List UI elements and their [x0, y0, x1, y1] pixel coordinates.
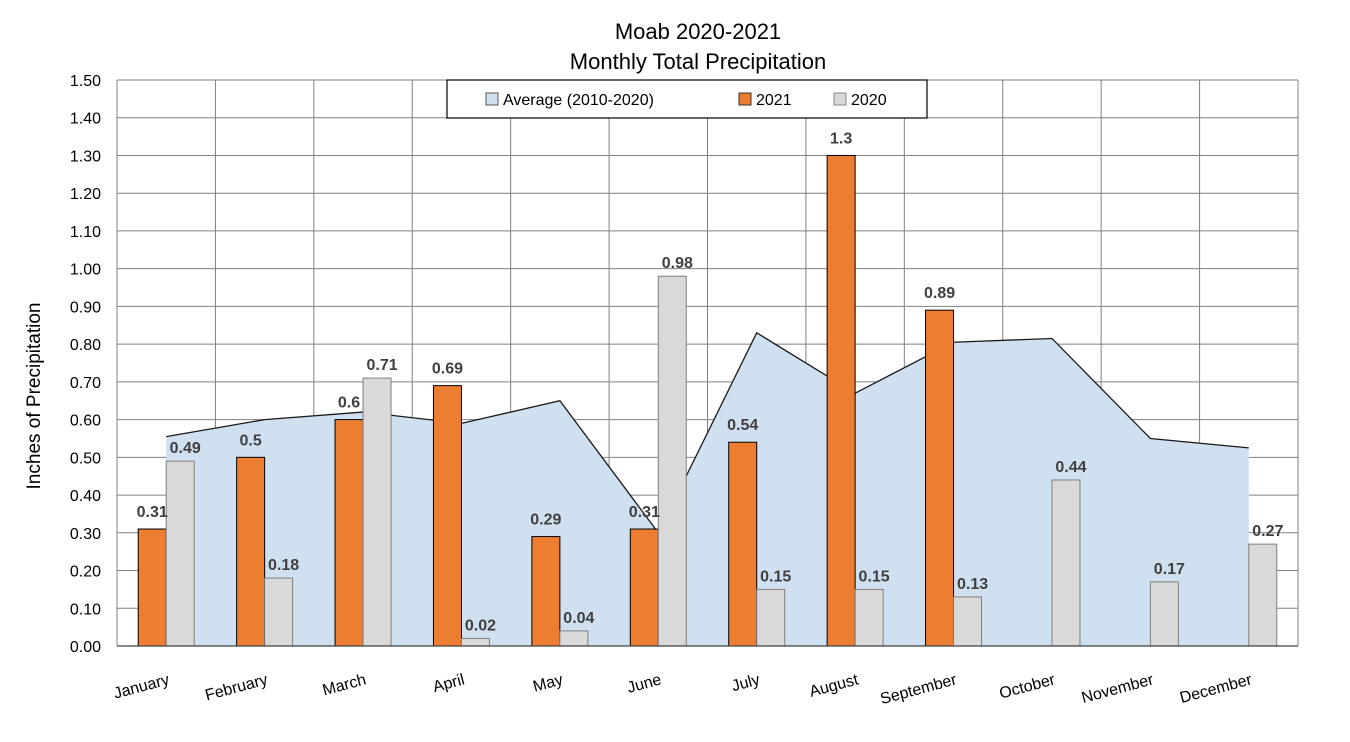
data-label-2020: 0.17	[1154, 561, 1185, 578]
data-label-2021: 0.31	[629, 504, 660, 521]
x-tick-label: January	[112, 671, 171, 702]
y-tick-label: 1.20	[70, 186, 101, 203]
bar-2021	[531, 536, 561, 647]
bar-2020	[165, 460, 195, 647]
legend-label-2021: 2021	[756, 92, 792, 109]
data-label-2020: 0.13	[957, 576, 988, 593]
data-label-2020: 0.44	[1055, 459, 1086, 476]
bar-2020	[756, 588, 786, 647]
y-tick-label: 0.00	[70, 639, 101, 656]
data-label-2021: 0.6	[338, 395, 360, 412]
y-tick-label: 1.10	[70, 224, 101, 241]
y-tick-label: 0.90	[70, 299, 101, 316]
x-tick-label: November	[1080, 671, 1156, 707]
x-tick-label: March	[321, 671, 368, 699]
bar-2021	[334, 419, 364, 647]
bar-2020	[854, 588, 884, 647]
y-tick-label: 0.30	[70, 526, 101, 543]
bar-2021	[728, 441, 758, 647]
y-tick-label: 0.50	[70, 450, 101, 467]
average-area-line	[166, 331, 1249, 535]
data-label-2021: 0.54	[727, 417, 758, 434]
y-tick-label: 1.50	[70, 73, 101, 90]
bar-2020	[460, 637, 490, 647]
x-tick-label: December	[1178, 671, 1254, 707]
y-tick-label: 1.00	[70, 262, 101, 279]
chart-subtitle: Monthly Total Precipitation	[570, 49, 826, 74]
y-axis-label: Inches of Precipitation	[24, 303, 45, 490]
bar-2021	[925, 309, 955, 647]
data-label-2020: 0.18	[268, 557, 299, 574]
x-tick-label: July	[730, 671, 762, 695]
legend-box	[446, 79, 928, 119]
data-label-2020: 0.02	[465, 617, 496, 634]
legend-swatch-2020	[833, 92, 847, 106]
y-tick-label: 0.20	[70, 564, 101, 581]
bar-2021	[629, 528, 659, 647]
bar-2020	[264, 577, 294, 647]
bar-layer	[137, 154, 1278, 647]
y-tick-label: 0.40	[70, 488, 101, 505]
legend-swatch-average	[485, 92, 499, 106]
x-tick-label: May	[531, 671, 565, 695]
x-tick-label: April	[431, 671, 466, 696]
data-label-layer: 0.31 0.49 0.5 0.18 0.6 0.71 0.69 0.02 0.29 0.04 0.…	[137, 130, 1284, 634]
y-tick-label: 0.80	[70, 337, 101, 354]
data-label-2020: 0.15	[859, 568, 890, 585]
bar-2020	[953, 596, 983, 647]
legend: Average (2010-2020) 2021 2020	[446, 79, 928, 119]
data-label-2021: 0.89	[924, 285, 955, 302]
data-label-2020: 0.27	[1252, 523, 1283, 540]
bar-2020	[1248, 543, 1278, 647]
data-label-2021: 1.3	[830, 130, 852, 147]
legend-label-average: Average (2010-2020)	[503, 92, 654, 109]
y-tick-label: 0.60	[70, 413, 101, 430]
bar-2021	[432, 385, 462, 647]
data-label-2021: 0.5	[240, 432, 262, 449]
data-label-2021: 0.69	[432, 361, 463, 378]
data-label-2020: 0.15	[760, 568, 791, 585]
bar-2021	[236, 456, 266, 647]
chart-title: Moab 2020-2021	[615, 19, 781, 44]
legend-swatch-2021	[738, 92, 752, 106]
bar-2020	[1051, 479, 1081, 647]
bar-2021	[137, 528, 167, 647]
bar-2020	[657, 275, 687, 647]
bar-2020	[362, 377, 392, 647]
bar-2020	[559, 630, 589, 647]
bar-2021	[826, 154, 856, 647]
legend-label-2020: 2020	[851, 92, 887, 109]
data-label-2021: 0.29	[530, 512, 561, 529]
y-tick-label: 1.30	[70, 148, 101, 165]
data-label-2020: 0.04	[563, 610, 594, 627]
data-label-2020: 0.71	[366, 357, 397, 374]
x-tick-label: September	[879, 671, 960, 708]
y-tick-label: 0.10	[70, 601, 101, 618]
x-tick-label: August	[808, 671, 861, 700]
x-tick-label: October	[998, 671, 1058, 702]
y-tick-label: 0.70	[70, 375, 101, 392]
data-label-2020: 0.49	[170, 440, 201, 457]
bar-2020	[1149, 581, 1179, 647]
data-label-2021: 0.31	[137, 504, 168, 521]
x-tick-label: February	[203, 671, 269, 704]
y-tick-label: 1.40	[70, 111, 101, 128]
data-label-2020: 0.98	[662, 255, 693, 272]
x-tick-label: June	[625, 671, 663, 696]
